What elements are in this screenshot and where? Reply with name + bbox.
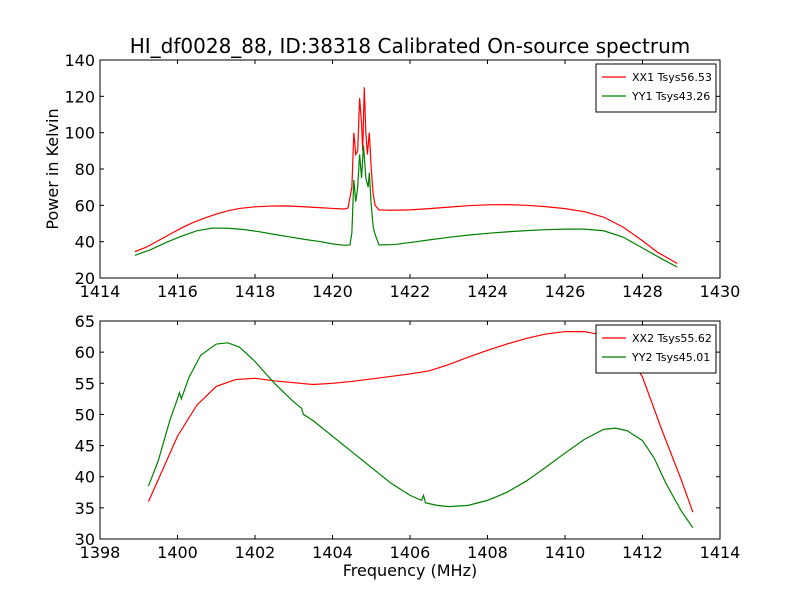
top-x-tick-label: 1428 <box>622 282 663 301</box>
bottom-x-tick-label: 1410 <box>545 543 586 562</box>
bottom-x-tick-label: 1400 <box>157 543 198 562</box>
top-plot: 1414 1416 1418 1420 1422 1424 1426 1428 1430 20 40… <box>43 51 740 301</box>
top-y-axis-label: Power in Kelvin <box>43 108 62 229</box>
bottom-y-tick-label: 55 <box>75 374 95 393</box>
top-x-tick-label: 1420 <box>312 282 353 301</box>
top-x-tick-label: 1426 <box>545 282 586 301</box>
bottom-series-line-2 <box>147 342 694 529</box>
bottom-x-tick-label: 1398 <box>80 543 121 562</box>
top-legend-label: XX1 Tsys56.53 <box>632 71 712 84</box>
bottom-x-tick-label: 1414 <box>700 543 741 562</box>
bottom-y-tick-label: 45 <box>75 437 95 456</box>
top-y-tick-label: 100 <box>64 124 95 143</box>
bottom-x-tick-label: 1408 <box>467 543 508 562</box>
bottom-legend-label: YY2 Tsys45.01 <box>631 351 710 364</box>
top-legend-label: YY1 Tsys43.26 <box>631 90 710 103</box>
chart-title: HI_df0028_88, ID:38318 Calibrated On-sou… <box>130 34 691 58</box>
top-legend-box <box>595 63 717 113</box>
top-x-tick-label: 1414 <box>80 282 121 301</box>
bottom-plot: 1398 1400 1402 1404 1406 1408 1410 1412 1414 30 35… <box>75 312 741 580</box>
top-x-tick-label: 1430 <box>700 282 741 301</box>
bottom-x-tick-label: 1412 <box>622 543 663 562</box>
top-x-tick-label: 1422 <box>390 282 431 301</box>
bottom-x-axis-label: Frequency (MHz) <box>343 561 477 580</box>
top-x-tick-label: 1416 <box>157 282 198 301</box>
top-series-line-1 <box>134 87 678 264</box>
top-x-tick-label: 1418 <box>235 282 276 301</box>
top-x-tick-label: 1424 <box>467 282 508 301</box>
bottom-legend-box <box>595 324 717 374</box>
bottom-y-tick-label: 60 <box>75 343 95 362</box>
top-y-tick-label: 140 <box>64 51 95 70</box>
bottom-y-tick-label: 35 <box>75 499 95 518</box>
bottom-legend-label: XX2 Tsys55.62 <box>632 332 712 345</box>
top-y-tick-label: 120 <box>64 87 95 106</box>
bottom-x-tick-label: 1406 <box>390 543 431 562</box>
bottom-x-tick-label: 1402 <box>235 543 276 562</box>
bottom-x-tick-label: 1404 <box>312 543 353 562</box>
bottom-y-tick-label: 30 <box>75 530 95 549</box>
top-y-tick-label: 60 <box>75 196 95 215</box>
bottom-y-tick-label: 65 <box>75 312 95 331</box>
top-y-tick-label: 20 <box>75 269 95 288</box>
top-series-line-2 <box>134 145 678 268</box>
bottom-y-tick-label: 50 <box>75 405 95 424</box>
top-y-tick-label: 40 <box>75 233 95 252</box>
bottom-y-tick-label: 40 <box>75 468 95 487</box>
top-y-tick-label: 80 <box>75 160 95 179</box>
